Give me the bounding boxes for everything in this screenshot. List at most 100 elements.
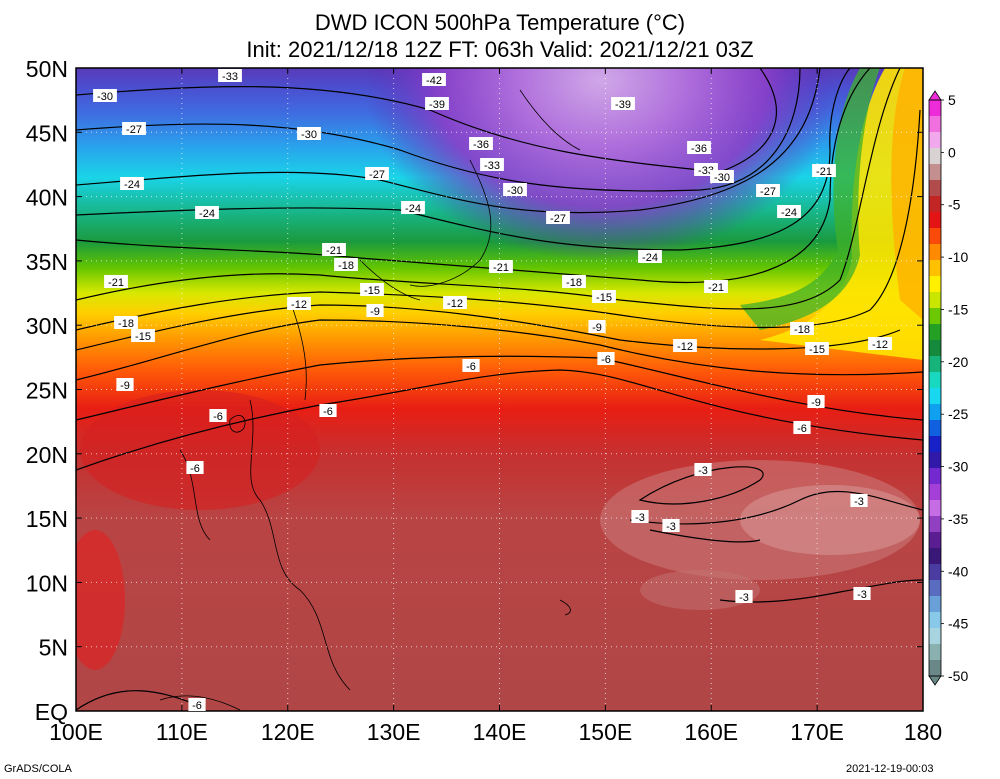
lon-tick-label: 120E <box>261 719 315 745</box>
colorbar-label: -20 <box>948 354 968 370</box>
contour-label: -21 <box>704 280 728 294</box>
svg-text:-6: -6 <box>190 463 200 475</box>
svg-text:-39: -39 <box>615 99 631 111</box>
contour-label: -30 <box>710 170 734 184</box>
contour-label: -39 <box>611 97 635 111</box>
svg-text:-21: -21 <box>493 262 509 274</box>
lon-tick-label: 150E <box>579 719 633 745</box>
svg-text:-18: -18 <box>566 277 582 289</box>
colorbar-swatch <box>929 644 941 661</box>
map-title: DWD ICON 500hPa Temperature (°C) <box>314 10 686 35</box>
svg-text:-39: -39 <box>429 99 445 111</box>
lat-tick-label: 30N <box>26 313 68 339</box>
colorbar-swatch <box>929 500 941 517</box>
svg-text:-27: -27 <box>760 186 776 198</box>
svg-text:-30: -30 <box>301 129 317 141</box>
colorbar-swatch <box>929 372 941 389</box>
svg-text:-15: -15 <box>809 344 825 356</box>
colorbar-swatch <box>929 308 941 325</box>
svg-text:-24: -24 <box>781 207 797 219</box>
colorbar-swatch <box>929 132 941 149</box>
colorbar-swatch <box>929 484 941 501</box>
colorbar-swatch <box>929 180 941 197</box>
contour-label: -3 <box>694 463 712 477</box>
colorbar-swatch <box>929 516 941 533</box>
contour-label: -6 <box>793 421 811 435</box>
svg-text:-9: -9 <box>811 397 821 409</box>
colorbar-swatch <box>929 324 941 341</box>
coastlines <box>159 89 581 711</box>
axis-ticks <box>75 67 924 712</box>
svg-text:-6: -6 <box>323 406 333 418</box>
colorbar-swatch <box>929 148 941 165</box>
colorbar-swatch <box>929 436 941 453</box>
svg-text:-24: -24 <box>124 179 140 191</box>
svg-text:-36: -36 <box>473 139 489 151</box>
lat-tick-label: EQ <box>35 699 68 725</box>
svg-text:-33: -33 <box>698 165 714 177</box>
colorbar-label: 5 <box>948 92 956 108</box>
contour-label: -6 <box>462 359 480 373</box>
svg-text:-42: -42 <box>426 75 442 87</box>
map-subtitle: Init: 2021/12/18 12Z FT: 063h Valid: 202… <box>246 37 754 62</box>
contour-label: -24 <box>638 250 662 264</box>
colorbar-swatch <box>929 388 941 405</box>
svg-text:-18: -18 <box>338 260 354 272</box>
colorbar-swatch <box>929 100 941 117</box>
contour-label: -3 <box>850 494 868 508</box>
colorbar-swatch <box>929 292 941 309</box>
colorbar-swatch <box>929 468 941 485</box>
footer-timestamp: 2021-12-19-00:03 <box>846 763 934 775</box>
lat-tick-label: 25N <box>26 378 68 404</box>
svg-text:-6: -6 <box>192 700 202 712</box>
colorbar: 5 0 -5 -10 -15 -20 -25 -30 -35 -40 -45 -50 <box>928 90 968 686</box>
colorbar-swatch <box>929 404 941 421</box>
contour-label: -12 <box>287 297 311 311</box>
colorbar-label: -50 <box>948 668 968 684</box>
lat-tick-label: 35N <box>26 249 68 275</box>
svg-text:-30: -30 <box>97 91 113 103</box>
contour-label: -3 <box>853 587 871 601</box>
svg-text:-3: -3 <box>857 589 867 601</box>
colorbar-swatch <box>929 532 941 549</box>
contour-label: -6 <box>188 698 206 712</box>
contour-label: -24 <box>401 201 425 215</box>
colorbar-label: -35 <box>948 511 968 527</box>
svg-text:-21: -21 <box>326 245 342 257</box>
contour-label: -18 <box>114 316 138 330</box>
contour-label: -21 <box>104 275 128 289</box>
svg-text:-6: -6 <box>601 354 611 366</box>
contour-label: -21 <box>322 243 346 257</box>
svg-text:-3: -3 <box>698 465 708 477</box>
contour-label: -3 <box>662 519 680 533</box>
contour-label: -9 <box>366 304 384 318</box>
colorbar-label: 0 <box>948 144 956 160</box>
svg-text:-6: -6 <box>797 423 807 435</box>
svg-text:-12: -12 <box>291 299 307 311</box>
contour-label: -18 <box>562 275 586 289</box>
svg-text:-18: -18 <box>118 318 134 330</box>
contour-label: -6 <box>209 409 227 423</box>
contour-label: -9 <box>807 395 825 409</box>
contour-label: -3 <box>631 510 649 524</box>
svg-text:-30: -30 <box>507 185 523 197</box>
contour-label: -3 <box>735 590 753 604</box>
colorbar-swatch <box>929 420 941 437</box>
colorbar-swatch <box>929 660 941 677</box>
svg-text:-15: -15 <box>364 285 380 297</box>
colorbar-swatch <box>929 580 941 597</box>
svg-text:-6: -6 <box>466 361 476 373</box>
contour-label: -6 <box>186 461 204 475</box>
colorbar-swatch <box>929 548 941 565</box>
svg-text:-6: -6 <box>213 411 223 423</box>
svg-text:-12: -12 <box>447 298 463 310</box>
contour-label: -36 <box>687 141 711 155</box>
svg-text:-15: -15 <box>596 292 612 304</box>
colorbar-swatch <box>929 212 941 229</box>
svg-text:-9: -9 <box>370 306 380 318</box>
lat-tick-label: 50N <box>26 56 68 82</box>
contour-label: -15 <box>805 342 829 356</box>
contour-label: -39 <box>425 97 449 111</box>
lon-tick-label: 110E <box>156 719 208 745</box>
